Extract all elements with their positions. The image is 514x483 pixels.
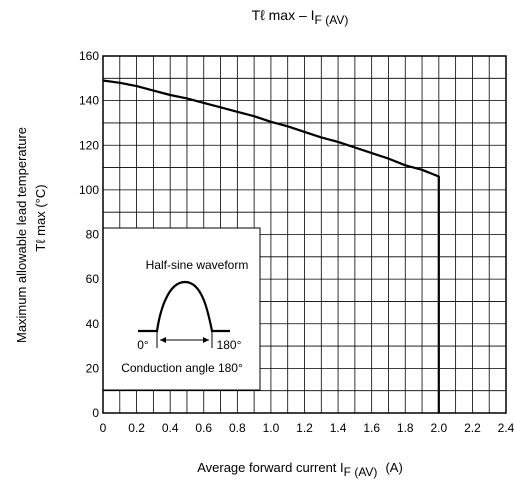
- x-tick-label: 2.2: [464, 421, 481, 435]
- x-tick-label: 0.6: [195, 421, 212, 435]
- angle-start-label: 0°: [137, 338, 149, 352]
- plot-frame: [102, 55, 507, 414]
- series-line: [102, 79, 440, 413]
- x-tick-label: 1.6: [363, 421, 380, 435]
- half-sine-waveform: [138, 280, 230, 333]
- x-tick-label: 0.2: [128, 421, 145, 435]
- y-axis-ticks: 0 20 40 60 80 100 120 140 160: [79, 49, 99, 420]
- right-arrow-icon: [203, 337, 209, 343]
- x-tick-label: 1.4: [330, 421, 347, 435]
- left-arrow-icon: [160, 337, 166, 343]
- x-tick-label: 0.4: [162, 421, 179, 435]
- x-tick-label: 2.0: [430, 421, 447, 435]
- y-tick-label: 20: [86, 361, 100, 375]
- series-group: [102, 79, 440, 413]
- y-tick-label: 40: [86, 317, 100, 331]
- waveform-inset: Half-sine waveform 0° 180° Conduction an…: [102, 227, 261, 391]
- y-tick-label: 100: [79, 183, 99, 197]
- x-axis-label: Average forward current IF (AV) (A): [197, 460, 403, 479]
- inset-box: [102, 227, 261, 391]
- x-axis-ticks: 0 0.2 0.4 0.6 0.8 1.0 1.2 1.4 1.6 1.8 2.0 2.2 2.4: [100, 421, 514, 435]
- x-tick-label: 1.2: [296, 421, 313, 435]
- y-tick-label: 140: [79, 94, 99, 108]
- chart-title: Tℓ max – IF (AV): [252, 7, 349, 27]
- x-tick-label: 1.0: [263, 421, 280, 435]
- y-axis-label-line2: Tℓ max (°C): [33, 184, 48, 251]
- inset-caption: Conduction angle 180°: [121, 361, 243, 375]
- x-tick-label: 0.8: [229, 421, 246, 435]
- inset-title: Half-sine waveform: [146, 258, 249, 272]
- y-tick-label: 80: [86, 228, 100, 242]
- x-tick-label: 1.8: [397, 421, 414, 435]
- x-tick-label: 0: [100, 421, 107, 435]
- y-axis-label-line1: Maximum allowable lead temperature: [14, 127, 29, 343]
- angle-end-label: 180°: [217, 338, 242, 352]
- y-tick-label: 160: [79, 49, 99, 63]
- y-tick-label: 120: [79, 138, 99, 152]
- y-tick-label: 60: [86, 272, 100, 286]
- x-tick-label: 2.4: [498, 421, 514, 435]
- y-tick-label: 0: [92, 406, 99, 420]
